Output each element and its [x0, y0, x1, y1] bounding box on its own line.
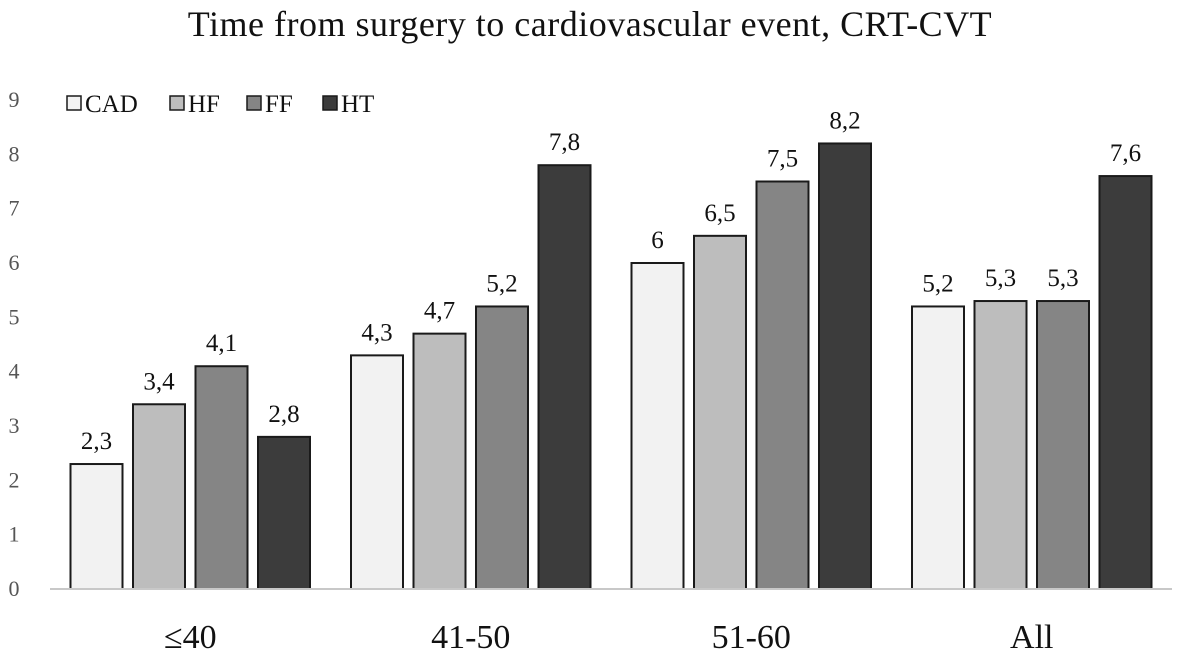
data-label: 8,2 — [829, 107, 860, 134]
data-label: 4,3 — [361, 319, 392, 346]
data-label: 2,3 — [81, 428, 112, 455]
bars — [69, 142, 1153, 590]
data-label: 7,6 — [1110, 140, 1141, 167]
x-category-label: 51-60 — [712, 619, 791, 656]
y-tick-label: 5 — [9, 304, 20, 329]
data-label: 5,3 — [1047, 265, 1078, 292]
bar-ht-1 — [537, 164, 592, 590]
chart-title: Time from surgery to cardiovascular even… — [188, 4, 992, 44]
y-tick-label: 2 — [9, 467, 20, 492]
x-category-label: 41-50 — [431, 619, 510, 656]
data-label: 4,1 — [206, 330, 237, 357]
y-tick-label: 7 — [9, 196, 20, 221]
legend-swatch-cad — [66, 95, 82, 111]
data-label: 5,3 — [985, 265, 1016, 292]
bar-ht-0 — [257, 435, 311, 590]
y-tick-label: 8 — [9, 141, 20, 166]
legend-label-cad: CAD — [85, 91, 138, 118]
bar-hf-0 — [132, 403, 186, 590]
bar-cad-1 — [350, 354, 404, 590]
legend-swatch-hf — [169, 95, 185, 111]
data-label: 7,8 — [549, 129, 580, 156]
y-tick-label: 4 — [9, 359, 20, 384]
data-label: 6 — [651, 227, 664, 254]
legend-label-ff: FF — [265, 91, 293, 118]
legend-label-hf: HF — [188, 91, 220, 118]
y-axis: 0 1 2 3 4 5 6 7 8 9 — [9, 87, 20, 601]
data-labels: 2,3 3,4 4,1 2,8 4,3 4,7 5,2 7,8 6 6,5 7,5 8,2 5,2 5,3… — [81, 107, 1141, 455]
y-tick-label: 9 — [9, 87, 20, 112]
data-label: 4,7 — [424, 298, 455, 325]
bar-ff-3 — [1036, 300, 1090, 590]
data-label: 5,2 — [486, 270, 517, 297]
legend: CAD HF FF HT — [66, 91, 374, 118]
data-label: 3,4 — [143, 368, 175, 395]
bar-hf-2 — [693, 234, 747, 590]
x-category-label: All — [1010, 619, 1053, 656]
legend-swatch-ht — [322, 95, 338, 111]
data-label: 6,5 — [704, 200, 735, 227]
bar-ff-1 — [475, 305, 529, 590]
y-tick-label: 6 — [9, 250, 20, 275]
bar-hf-1 — [412, 332, 467, 590]
legend-label-ht: HT — [341, 91, 374, 118]
x-axis: ≤40 41-50 51-60 All — [164, 619, 1054, 656]
bar-cad-0 — [69, 463, 124, 590]
data-label: 2,8 — [268, 401, 299, 428]
legend-swatch-ff — [246, 95, 262, 111]
bar-cad-2 — [630, 262, 685, 590]
bar-cad-3 — [911, 305, 965, 590]
bar-ht-3 — [1098, 175, 1153, 590]
bar-ht-2 — [818, 142, 872, 590]
bar-ff-2 — [755, 180, 810, 590]
y-tick-label: 0 — [9, 576, 20, 601]
bar-ff-0 — [194, 365, 249, 590]
y-tick-label: 3 — [9, 413, 20, 438]
data-label: 7,5 — [767, 146, 798, 173]
data-label: 5,2 — [922, 270, 953, 297]
x-category-label: ≤40 — [164, 619, 217, 656]
y-tick-label: 1 — [9, 522, 20, 547]
bar-hf-3 — [973, 300, 1028, 590]
